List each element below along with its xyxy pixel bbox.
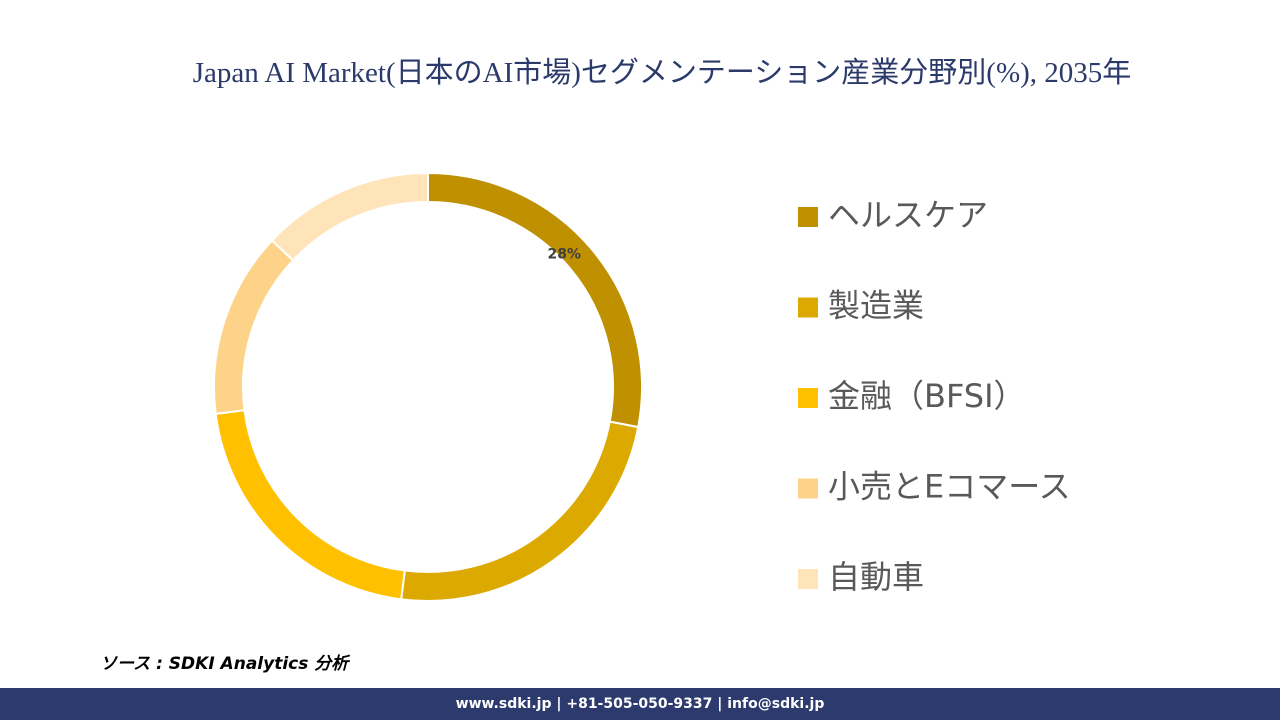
- donut-segment: [213, 239, 295, 415]
- data-label: 28%: [547, 247, 581, 263]
- legend-label: 製造業: [828, 287, 924, 325]
- donut-segment: [270, 171, 429, 262]
- legend-swatch: [798, 569, 818, 589]
- footer-bar: [0, 688, 1280, 720]
- legend-swatch: [798, 207, 818, 227]
- legend-swatch: [798, 478, 818, 499]
- legend-label: 小売とEコマース: [828, 468, 1071, 506]
- legend-label: ヘルスケア: [828, 196, 988, 234]
- legend-label: 金融（BFSI）: [828, 377, 1026, 415]
- legend-label: 自動車: [828, 558, 924, 596]
- chart-title: Japan AI Market(日本のAI市場)セグメンテーション産業分野別(%…: [193, 56, 1132, 89]
- donut-segment: [400, 420, 640, 602]
- footer-text: www.sdki.jp | +81-505-050-9337 | info@sd…: [456, 696, 825, 712]
- legend-swatch: [798, 297, 818, 318]
- source: ソース : SDKI Analytics 分析: [100, 654, 351, 674]
- donut: 28%: [213, 171, 643, 602]
- donut-segment: [214, 409, 406, 601]
- legend-swatch: [798, 388, 818, 408]
- donut-segment: [427, 171, 643, 429]
